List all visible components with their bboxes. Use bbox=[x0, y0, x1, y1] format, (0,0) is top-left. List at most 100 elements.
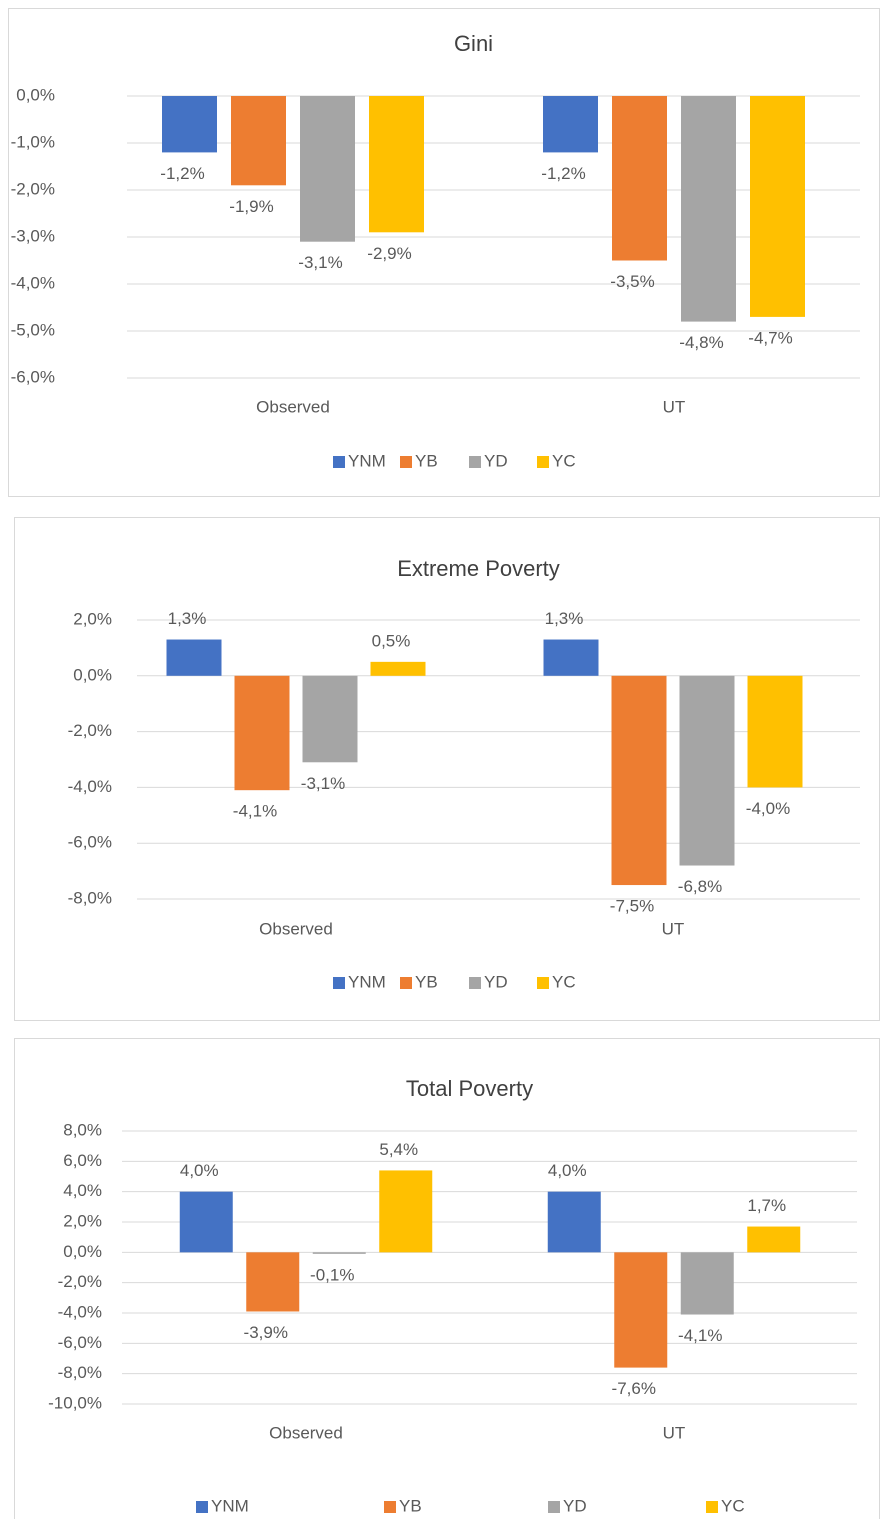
legend-swatch bbox=[469, 456, 481, 468]
bar bbox=[246, 1252, 300, 1312]
bar bbox=[747, 675, 803, 788]
bar bbox=[370, 661, 426, 676]
y-tick-label: -10,0% bbox=[48, 1393, 102, 1412]
legend-swatch bbox=[537, 456, 549, 468]
bar bbox=[231, 96, 286, 186]
y-tick-label: 0,0% bbox=[73, 665, 112, 684]
x-tick-label: Observed bbox=[259, 919, 333, 938]
legend-swatch bbox=[400, 456, 412, 468]
data-label: -1,2% bbox=[160, 164, 204, 183]
data-label: 1,7% bbox=[747, 1196, 786, 1215]
bar bbox=[179, 1191, 233, 1253]
y-tick-label: -6,0% bbox=[58, 1333, 102, 1352]
data-label: -7,6% bbox=[612, 1379, 656, 1398]
data-label: -4,1% bbox=[678, 1326, 722, 1345]
legend-label: YD bbox=[484, 972, 508, 991]
legend-label: YC bbox=[552, 451, 576, 470]
data-label: -3,1% bbox=[301, 774, 345, 793]
y-tick-label: -1,0% bbox=[11, 132, 55, 151]
data-label: -1,2% bbox=[541, 164, 585, 183]
y-tick-label: -8,0% bbox=[68, 888, 112, 907]
legend-swatch bbox=[469, 977, 481, 989]
bar bbox=[379, 1170, 433, 1253]
data-label: -6,8% bbox=[678, 877, 722, 896]
chart-title: Extreme Poverty bbox=[397, 556, 560, 581]
data-label: -4,8% bbox=[679, 333, 723, 352]
bar bbox=[680, 1252, 734, 1315]
y-tick-label: -2,0% bbox=[68, 721, 112, 740]
bar bbox=[162, 96, 217, 153]
legend-label: YB bbox=[399, 1496, 422, 1515]
y-tick-label: 8,0% bbox=[63, 1120, 102, 1139]
data-label: 4,0% bbox=[548, 1161, 587, 1180]
chart-frame bbox=[14, 517, 880, 1021]
bar bbox=[750, 96, 805, 317]
data-label: -4,7% bbox=[748, 328, 792, 347]
data-label: -4,1% bbox=[233, 802, 277, 821]
chart-frame bbox=[14, 1038, 880, 1519]
data-label: 0,5% bbox=[372, 631, 411, 650]
bar bbox=[747, 1226, 801, 1253]
legend-swatch bbox=[384, 1501, 396, 1513]
y-tick-label: -2,0% bbox=[11, 179, 55, 198]
data-label: -3,5% bbox=[610, 272, 654, 291]
x-tick-label: UT bbox=[663, 1423, 686, 1442]
y-tick-label: 2,0% bbox=[63, 1211, 102, 1230]
x-tick-label: UT bbox=[662, 919, 685, 938]
bar bbox=[166, 639, 222, 676]
data-label: -3,9% bbox=[244, 1323, 288, 1342]
legend-label: YD bbox=[484, 451, 508, 470]
bar bbox=[302, 675, 358, 763]
data-label: -2,9% bbox=[367, 244, 411, 263]
chart-title: Total Poverty bbox=[406, 1076, 533, 1101]
y-tick-label: -4,0% bbox=[58, 1302, 102, 1321]
y-tick-label: 0,0% bbox=[16, 85, 55, 104]
legend-label: YD bbox=[563, 1496, 587, 1515]
y-tick-label: 4,0% bbox=[63, 1181, 102, 1200]
bar bbox=[547, 1191, 601, 1253]
legend-label: YNM bbox=[348, 972, 386, 991]
legend-label: YC bbox=[721, 1496, 745, 1515]
x-tick-label: Observed bbox=[269, 1423, 343, 1442]
bar bbox=[681, 96, 736, 322]
bar bbox=[614, 1252, 668, 1368]
bar bbox=[679, 675, 735, 866]
legend-label: YB bbox=[415, 451, 438, 470]
y-tick-label: 0,0% bbox=[63, 1242, 102, 1261]
legend-label: YNM bbox=[211, 1496, 249, 1515]
data-label: 5,4% bbox=[379, 1140, 418, 1159]
y-tick-label: -4,0% bbox=[11, 273, 55, 292]
bar bbox=[543, 96, 598, 153]
data-label: -7,5% bbox=[610, 897, 654, 916]
chart-title: Gini bbox=[454, 31, 493, 56]
bar bbox=[300, 96, 355, 242]
legend-swatch bbox=[706, 1501, 718, 1513]
bar bbox=[234, 675, 290, 791]
y-tick-label: 6,0% bbox=[63, 1151, 102, 1170]
data-label: 4,0% bbox=[180, 1161, 219, 1180]
data-label: -1,9% bbox=[229, 197, 273, 216]
legend-swatch bbox=[400, 977, 412, 989]
x-tick-label: UT bbox=[663, 397, 686, 416]
data-label: -3,1% bbox=[298, 253, 342, 272]
y-tick-label: -8,0% bbox=[58, 1363, 102, 1382]
bar bbox=[612, 96, 667, 261]
y-tick-label: 2,0% bbox=[73, 609, 112, 628]
data-label: -4,0% bbox=[746, 799, 790, 818]
bar bbox=[611, 675, 667, 886]
bar bbox=[543, 639, 599, 676]
y-tick-label: -2,0% bbox=[58, 1272, 102, 1291]
data-label: -0,1% bbox=[310, 1265, 354, 1284]
data-label: 1,3% bbox=[545, 609, 584, 628]
x-tick-label: Observed bbox=[256, 397, 330, 416]
legend-swatch bbox=[333, 456, 345, 468]
y-tick-label: -4,0% bbox=[68, 777, 112, 796]
legend-swatch bbox=[196, 1501, 208, 1513]
y-tick-label: -3,0% bbox=[11, 226, 55, 245]
legend-swatch bbox=[537, 977, 549, 989]
y-tick-label: -5,0% bbox=[11, 320, 55, 339]
legend-label: YB bbox=[415, 972, 438, 991]
chart-frame bbox=[8, 8, 880, 497]
y-tick-label: -6,0% bbox=[11, 367, 55, 386]
data-label: 1,3% bbox=[168, 609, 207, 628]
